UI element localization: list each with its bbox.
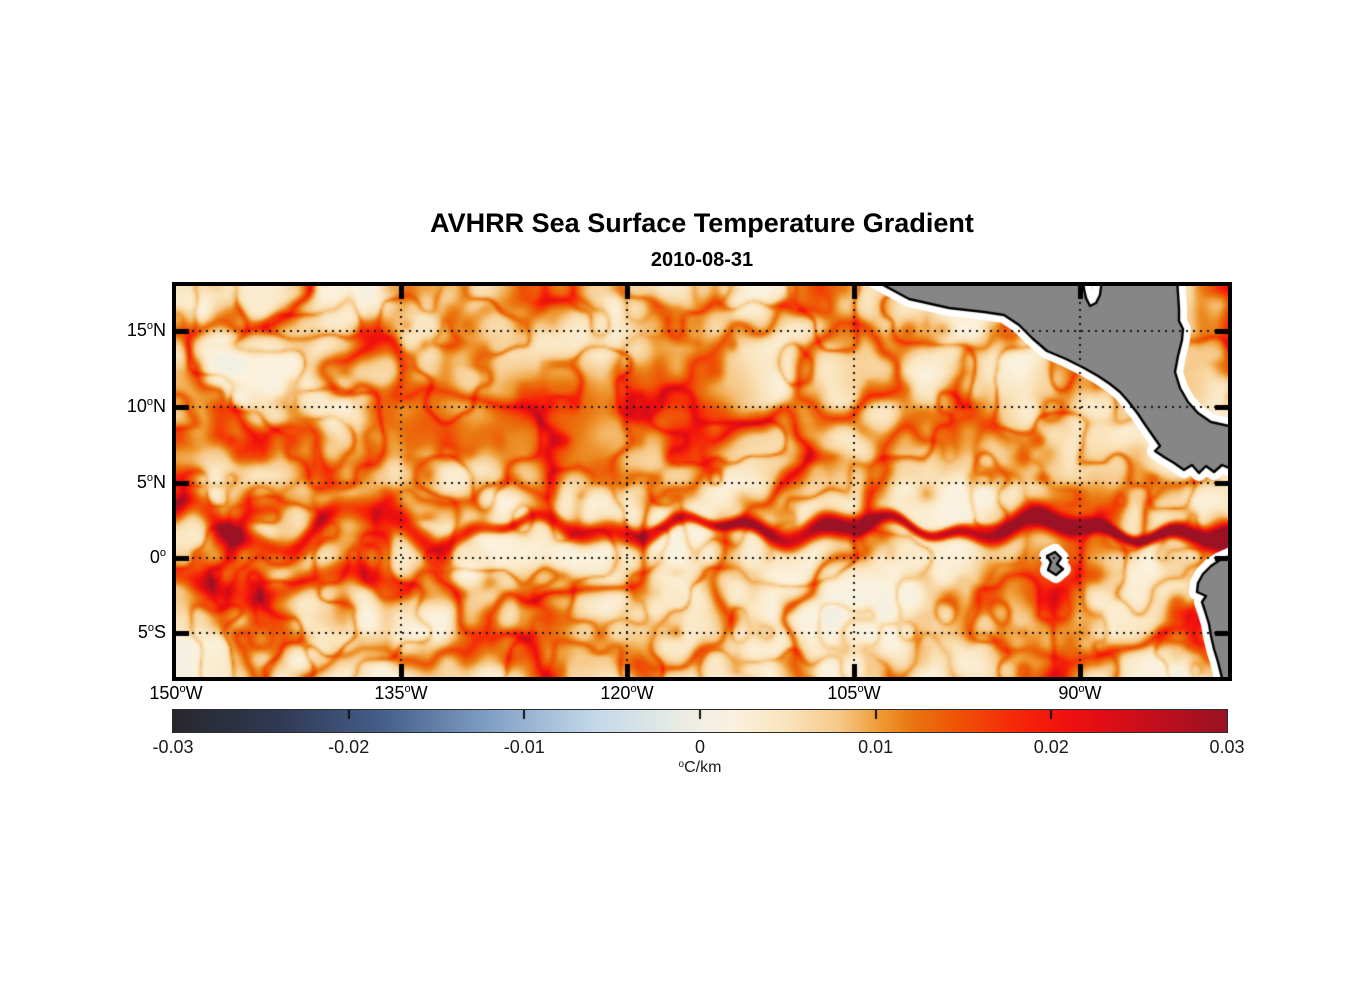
degree-superscript: o	[857, 683, 864, 695]
degree-superscript: o	[404, 683, 411, 695]
colorbar-tick-label: 0	[694, 737, 705, 757]
colorbar-tick-label: -0.01	[503, 737, 545, 757]
y-tick-label: 0o	[149, 546, 166, 567]
degree-superscript: o	[146, 396, 153, 409]
y-tick-label: 10oN	[126, 396, 166, 417]
colorbar-tick-label: -0.03	[152, 737, 194, 757]
y-tick-label: 5oN	[136, 471, 166, 492]
y-tick-label: 5oS	[137, 621, 166, 642]
x-tick-label: 135oW	[374, 683, 428, 703]
figure-subtitle: 2010-08-31	[650, 249, 754, 271]
page-title: AVHRR Sea Surface Temperature Gradient	[430, 208, 974, 238]
degree-superscript: o	[146, 471, 153, 484]
colorbar	[172, 709, 1228, 733]
degree-superscript: o	[159, 546, 166, 559]
sst-gradient-heatmap	[176, 286, 1228, 677]
degree-superscript: o	[147, 621, 154, 634]
colorbar-gradient	[173, 710, 1227, 732]
x-tick-label: 105oW	[827, 683, 881, 703]
colorbar-tick-label: 0.01	[858, 737, 894, 757]
y-tick-label: 15oN	[126, 320, 166, 341]
degree-superscript: o	[179, 683, 186, 695]
colorbar-tick-label: -0.02	[328, 737, 370, 757]
colorbar-unit-label: oC/km	[678, 759, 722, 776]
colorbar-tick-label: 0.02	[1033, 737, 1069, 757]
x-tick-label: 150oW	[149, 683, 203, 703]
colorbar-tick-label: 0.03	[1209, 737, 1245, 757]
degree-superscript: o	[1078, 683, 1085, 695]
degree-superscript: o	[146, 320, 153, 333]
x-tick-label: 120oW	[600, 683, 654, 703]
map-axes	[172, 282, 1232, 681]
x-tick-label: 90oW	[1058, 683, 1102, 703]
degree-superscript: o	[630, 683, 637, 695]
